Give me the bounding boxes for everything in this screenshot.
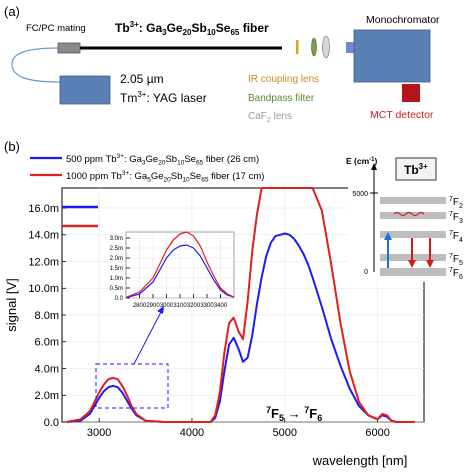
inset-y-ticks: 0.0 0.5m 1.0m 1.5m 2.0m 2.5m 3.0m: [110, 236, 130, 302]
y-tick-label: 8.0m: [35, 310, 59, 322]
series-line-0: [66, 232, 415, 423]
x-tick-label: 4000: [180, 427, 204, 439]
tick-5000: 5000: [352, 191, 368, 198]
x-tick-label: 3300: [200, 303, 214, 309]
bandpass-label: Bandpass filter: [248, 93, 315, 104]
main-y-ticks: 0.0 2.0m 4.0m 6.0m 8.0m 10.0m 12.0m 14.0m 16.0m: [28, 203, 66, 429]
series-line-1: [125, 231, 235, 298]
level-label-7f6: 7F6: [449, 267, 463, 281]
fc-pc-connector: [57, 42, 81, 54]
x-tick-label: 6000: [365, 427, 389, 439]
energy-axis-arrow: [371, 163, 377, 170]
y-tick-label: 1.0m: [110, 276, 123, 282]
panel-a-label: (a): [4, 4, 20, 19]
laser-box: [59, 75, 111, 105]
patch-cord: [11, 47, 61, 83]
emission-arrow-2-head: [426, 260, 434, 268]
mct-detector-icon: [402, 84, 420, 102]
energy-level-diagram: E (cm-1) Tb3+ 5000 0 7F2 7F3 7F4 7F5 7F6: [346, 156, 468, 282]
emission-arrow-1-head: [408, 260, 416, 268]
y-tick-label: 2.5m: [110, 246, 123, 252]
detector-label: MCT detector: [370, 109, 434, 121]
nonradiative-relaxation: [393, 211, 425, 217]
level-7f6: [380, 268, 446, 276]
zoom-selection-box: [95, 363, 169, 409]
level-7f2: [380, 197, 446, 204]
ir-lens-label: IR coupling lens: [248, 74, 319, 85]
y-tick-label: 14.0m: [28, 230, 59, 242]
x-tick-label: 3000: [160, 303, 174, 309]
mating-label: FC/PC mating: [26, 23, 86, 34]
y-tick-label: 3.0m: [110, 236, 123, 242]
x-tick-label: 3000: [87, 427, 111, 439]
x-tick-label: 3200: [187, 303, 201, 309]
y-tick-label: 6.0m: [35, 337, 59, 349]
caf2-lens-icon: [322, 35, 330, 59]
fiber-title: Tb3+: Ga3Ge20Sb10Se65 fiber: [115, 20, 269, 37]
monochromator-box: [353, 29, 431, 83]
bandpass-filter-icon: [311, 37, 317, 57]
inset-x-ticks: 2800 2900 3000 3100 3200 3300 3400: [133, 294, 228, 309]
level-label-7f2: 7F2: [449, 196, 463, 210]
ir-coupling-lens-icon: [296, 40, 299, 54]
x-tick-label: 3400: [214, 303, 228, 309]
x-tick-label: 2800: [133, 303, 147, 309]
caf2-label: CaF2 lens: [248, 111, 292, 124]
x-tick-label: 3100: [173, 303, 187, 309]
level-label-7f3: 7F3: [449, 211, 463, 225]
x-axis-label: wavelength [nm]: [312, 453, 408, 468]
legend-text-500: 500 ppm Tb3+: Ga3Ge20Sb10Se65 fiber (26 …: [66, 153, 259, 167]
panel-a: (a) FC/PC mating Tb3+: Ga3Ge20Sb10Se65 f…: [4, 4, 440, 124]
energy-axis-title: E (cm-1): [346, 156, 378, 166]
ion-label: Tb3+: [404, 162, 428, 177]
panel-b-label: (b): [4, 139, 20, 154]
level-label-7f5: 7F5: [449, 253, 463, 267]
zoom-arrow-head: [157, 306, 164, 314]
ion-label-box: [395, 157, 437, 181]
laser-name: Tm3+: YAG laser: [120, 90, 207, 105]
x-tick-label: 2900: [146, 303, 160, 309]
level-label-7f4: 7F4: [449, 230, 463, 244]
y-tick-label: 16.0m: [28, 203, 59, 215]
series-line-1: [66, 187, 415, 423]
y-tick-label: 4.0m: [35, 363, 59, 375]
legend-text-1000: 1000 ppm Tb3+: Ga5Ge20Sb10Se65 fiber (17…: [66, 170, 264, 184]
main-series: [66, 187, 415, 423]
y-tick-label: 1.5m: [110, 266, 123, 272]
main-x-ticks: 3000 4000 5000 6000: [87, 418, 390, 439]
zoom-arrow: [133, 309, 163, 365]
pump-arrow-head: [384, 232, 392, 240]
y-tick-label: 0.0: [44, 417, 59, 429]
panel-b: (b) 500 ppm Tb3+: Ga3Ge20Sb10Se65 fiber …: [4, 139, 468, 468]
series-line-0: [125, 244, 235, 299]
monochromator-slit: [346, 42, 354, 53]
monochromator-label: Monochromator: [366, 14, 440, 26]
laser-wavelength: 2.05 µm: [120, 72, 164, 86]
inset-series: [125, 231, 235, 299]
y-axis-label: signal [V]: [4, 278, 19, 331]
x-tick-label: 5000: [273, 427, 297, 439]
y-tick-label: 2.0m: [35, 390, 59, 402]
y-tick-label: 2.0m: [110, 256, 123, 262]
level-7f4: [380, 231, 446, 238]
y-tick-label: 0.0: [115, 296, 124, 302]
tick-0: 0: [364, 269, 368, 276]
transition-label: 7F5 → 7F6: [266, 405, 322, 423]
y-tick-label: 12.0m: [28, 256, 59, 268]
y-tick-label: 10.0m: [28, 283, 59, 295]
y-tick-label: 0.5m: [110, 286, 123, 292]
